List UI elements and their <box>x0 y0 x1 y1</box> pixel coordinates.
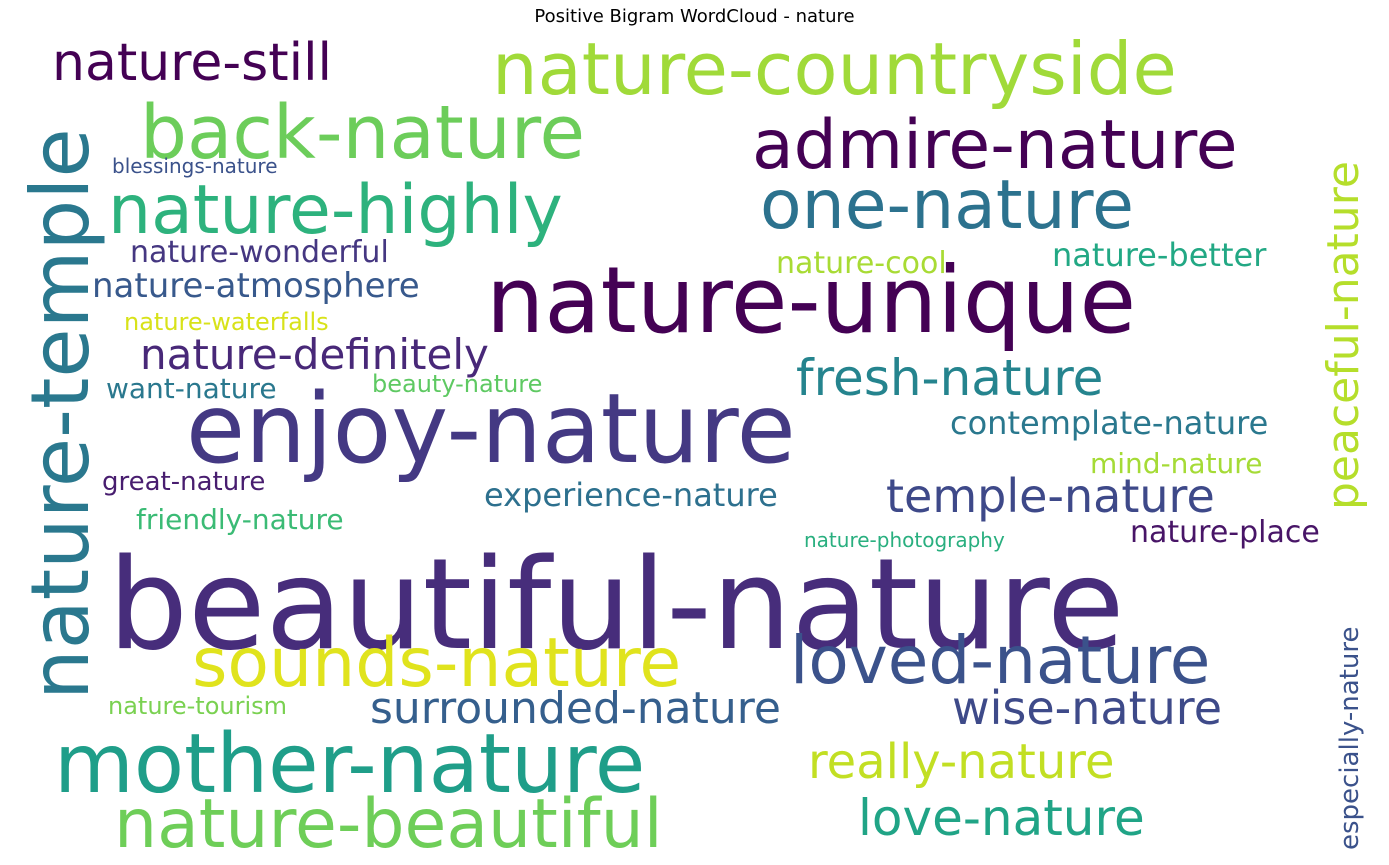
word-want-nature: want-nature <box>106 372 277 405</box>
word-great-nature: great-nature <box>102 467 265 497</box>
word-nature-highly: nature-highly <box>108 171 563 250</box>
word-sounds-nature: sounds-nature <box>192 624 681 703</box>
word-mother-nature: mother-nature <box>54 717 645 812</box>
word-experience-nature: experience-nature <box>484 476 778 514</box>
word-mind-nature: mind-nature <box>1090 447 1262 480</box>
word-nature-unique: nature-unique <box>486 247 1136 354</box>
word-blessings-nature: blessings-nature <box>112 154 278 178</box>
word-loved-nature: loved-nature <box>790 622 1210 699</box>
word-nature-better: nature-better <box>1052 236 1267 274</box>
word-beautiful-nature: beautiful-nature <box>108 531 1125 678</box>
word-nature-still: nature-still <box>52 33 332 93</box>
word-contemplate-nature: contemplate-nature <box>950 404 1268 442</box>
chart-title: Positive Bigram WordCloud - nature <box>534 6 855 27</box>
word-nature-temple: nature-temple <box>14 128 107 700</box>
word-beauty-nature: beauty-nature <box>372 370 542 398</box>
word-nature-tourism: nature-tourism <box>108 692 287 720</box>
word-really-nature: really-nature <box>808 734 1114 790</box>
word-back-nature: back-nature <box>140 90 585 176</box>
word-nature-definitely: nature-definitely <box>140 330 489 379</box>
word-nature-beautiful: nature-beautiful <box>114 785 663 864</box>
word-wise-nature: wise-nature <box>952 681 1222 735</box>
word-nature-cool: nature-cool <box>776 246 947 281</box>
word-peaceful-nature: peaceful-nature <box>1318 161 1369 510</box>
word-nature-waterfalls: nature-waterfalls <box>124 308 329 336</box>
word-nature-countryside: nature-countryside <box>492 27 1177 111</box>
word-nature-atmosphere: nature-atmosphere <box>92 266 420 306</box>
word-one-nature: one-nature <box>760 166 1134 245</box>
word-fresh-nature: fresh-nature <box>796 349 1103 407</box>
word-nature-place: nature-place <box>1130 515 1320 550</box>
word-temple-nature: temple-nature <box>886 469 1215 523</box>
word-admire-nature: admire-nature <box>752 106 1238 185</box>
word-love-nature: love-nature <box>858 789 1145 847</box>
word-enjoy-nature: enjoy-nature <box>186 373 796 485</box>
word-nature-wonderful: nature-wonderful <box>130 235 389 270</box>
word-especially-nature: especially-nature <box>1335 627 1365 850</box>
word-nature-photography: nature-photography <box>804 528 1005 552</box>
word-friendly-nature: friendly-nature <box>136 503 344 536</box>
word-surrounded-nature: surrounded-nature <box>370 683 781 734</box>
